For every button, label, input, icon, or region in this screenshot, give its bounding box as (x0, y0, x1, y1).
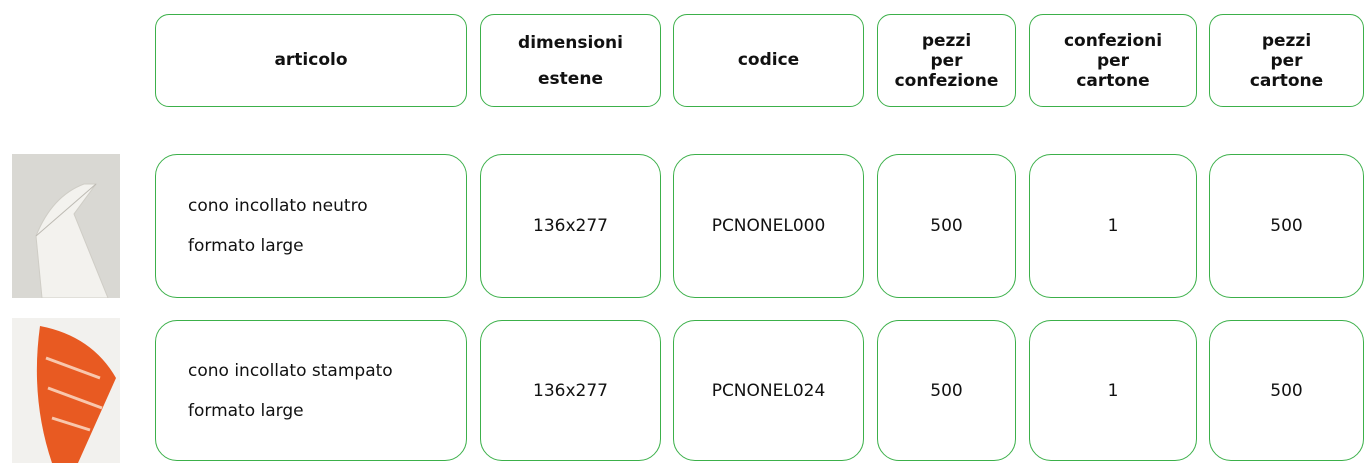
header-text: per (1096, 50, 1130, 71)
cell-text: PCNONEL024 (711, 380, 826, 401)
cell-text: 500 (930, 216, 963, 236)
product-photo-neutral (12, 154, 120, 298)
data-cell: 500 (1209, 154, 1364, 298)
data-cell: 136x277 (480, 154, 661, 298)
cell-text: cono incollato neutro (188, 196, 368, 216)
header-text: articolo (274, 50, 348, 70)
cell-text: 500 (930, 380, 963, 401)
header-text: per (1270, 50, 1303, 71)
header-cell: pezzi per cartone (1209, 14, 1364, 107)
header-text: pezzi (1261, 30, 1312, 51)
data-cell: 500 (1209, 320, 1364, 461)
product-photo-printed (12, 318, 120, 463)
header-cell: pezzi per confezione (877, 14, 1016, 107)
data-cell: 500 (877, 320, 1016, 461)
header-cell: dimensioni estene (480, 14, 661, 107)
cell-text: 136x277 (533, 216, 608, 236)
header-cell: codice (673, 14, 864, 107)
header-text: pezzi (921, 30, 972, 51)
data-cell: 500 (877, 154, 1016, 298)
data-cell: 1 (1029, 320, 1197, 461)
cell-text: 1 (1107, 380, 1119, 401)
cell-text: cono incollato stampato (188, 360, 393, 381)
data-cell: 1 (1029, 154, 1197, 298)
cell-text: 500 (1270, 216, 1303, 236)
cell-text: 500 (1270, 380, 1303, 401)
data-cell: cono incollato stampato formato large (155, 320, 467, 461)
cell-text: 1 (1107, 216, 1119, 236)
cell-text: PCNONEL000 (711, 216, 826, 236)
header-text: per (930, 50, 963, 71)
data-cell: PCNONEL000 (673, 154, 864, 298)
header-text: cartone (1076, 70, 1150, 91)
header-text: confezione (894, 70, 999, 91)
header-text: codice (737, 50, 800, 70)
header-text: estene (538, 68, 603, 89)
cell-text: 136x277 (533, 380, 608, 401)
cell-text: formato large (188, 400, 304, 421)
header-text: dimensioni (518, 32, 623, 53)
header-text: confezioni (1063, 30, 1163, 51)
cell-text: formato large (188, 236, 304, 256)
data-cell: 136x277 (480, 320, 661, 461)
header-cell: confezioni per cartone (1029, 14, 1197, 107)
header-cell: articolo (155, 14, 467, 107)
data-cell: cono incollato neutro formato large (155, 154, 467, 298)
data-cell: PCNONEL024 (673, 320, 864, 461)
header-text: cartone (1249, 70, 1324, 91)
